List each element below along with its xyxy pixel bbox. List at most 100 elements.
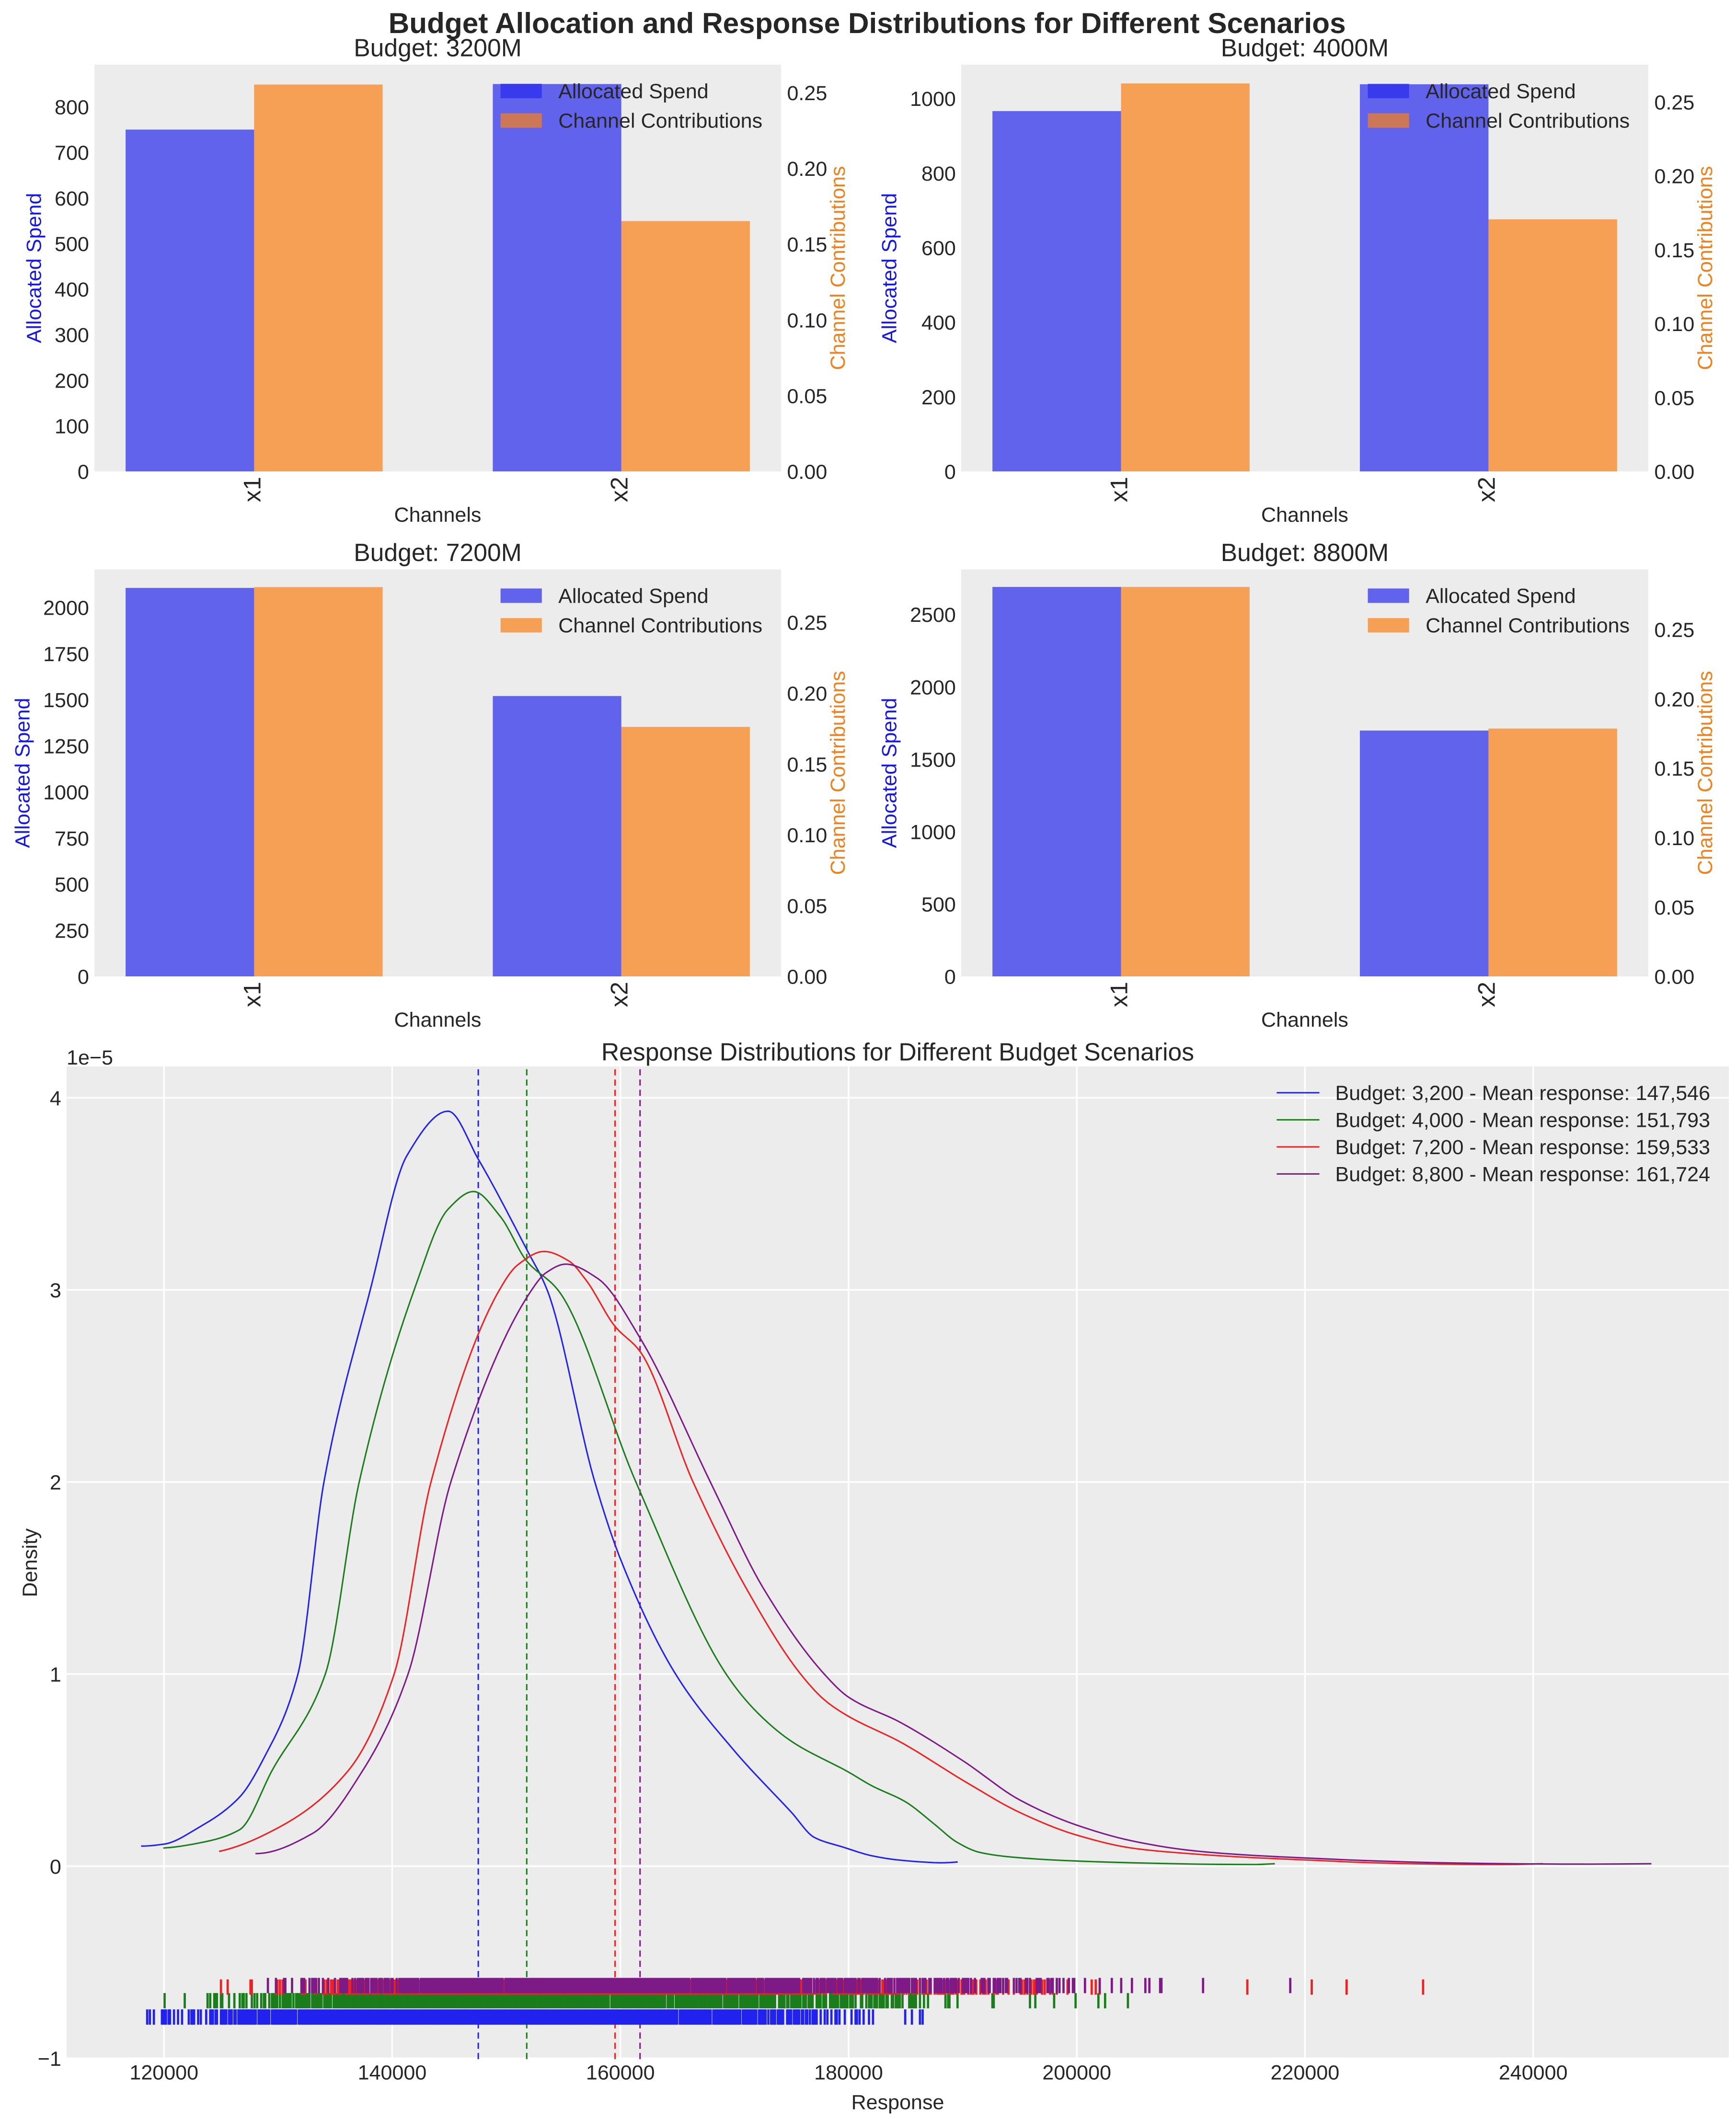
- svg-text:1000: 1000: [910, 88, 956, 111]
- svg-text:220000: 220000: [1271, 2061, 1340, 2084]
- svg-text:Budget: 8800M: Budget: 8800M: [1221, 538, 1389, 566]
- svg-text:400: 400: [921, 311, 956, 334]
- svg-text:160000: 160000: [586, 2061, 655, 2084]
- svg-text:Allocated Spend: Allocated Spend: [558, 80, 709, 103]
- svg-text:250: 250: [55, 919, 89, 942]
- svg-text:0.05: 0.05: [787, 895, 827, 918]
- svg-text:Budget: 4,000 - Mean response:: Budget: 4,000 - Mean response: 151,793: [1335, 1109, 1710, 1132]
- svg-text:0.05: 0.05: [1655, 387, 1695, 410]
- svg-text:x1: x1: [238, 477, 265, 502]
- svg-text:120000: 120000: [129, 2061, 198, 2084]
- svg-text:x2: x2: [1472, 982, 1500, 1007]
- svg-text:1: 1: [50, 1663, 61, 1686]
- svg-text:180000: 180000: [814, 2061, 883, 2084]
- svg-text:0: 0: [50, 1856, 61, 1878]
- svg-text:Channels: Channels: [394, 504, 482, 527]
- svg-text:0.15: 0.15: [1655, 757, 1695, 780]
- svg-text:0.00: 0.00: [1655, 966, 1695, 989]
- svg-text:1500: 1500: [43, 689, 89, 712]
- svg-text:1750: 1750: [43, 643, 89, 666]
- svg-text:Allocated Spend: Allocated Spend: [1426, 585, 1576, 608]
- svg-text:0.20: 0.20: [1655, 688, 1695, 711]
- svg-text:Allocated Spend: Allocated Spend: [11, 698, 34, 848]
- svg-text:Budget: 3200M: Budget: 3200M: [354, 34, 522, 62]
- svg-text:Channels: Channels: [394, 1008, 482, 1031]
- svg-text:500: 500: [55, 233, 89, 256]
- svg-text:Channel Contributions: Channel Contributions: [1694, 671, 1717, 875]
- svg-text:200: 200: [921, 386, 956, 409]
- svg-text:0.10: 0.10: [787, 309, 827, 332]
- svg-text:Allocated Spend: Allocated Spend: [878, 698, 901, 848]
- svg-text:0: 0: [78, 966, 89, 989]
- svg-text:0.20: 0.20: [787, 158, 827, 181]
- svg-text:Budget: 3,200 - Mean response:: Budget: 3,200 - Mean response: 147,546: [1335, 1082, 1710, 1105]
- svg-text:1500: 1500: [910, 748, 956, 771]
- svg-text:0.15: 0.15: [1655, 239, 1695, 262]
- svg-text:0: 0: [944, 966, 956, 989]
- svg-text:1250: 1250: [43, 735, 89, 758]
- svg-text:400: 400: [55, 278, 89, 301]
- svg-text:Channel Contributions: Channel Contributions: [558, 110, 762, 133]
- svg-text:0.25: 0.25: [1655, 91, 1695, 114]
- svg-text:x1: x1: [1105, 982, 1133, 1007]
- svg-text:1000: 1000: [910, 821, 956, 844]
- svg-text:2: 2: [50, 1471, 61, 1494]
- svg-text:−1: −1: [38, 2048, 61, 2071]
- svg-text:700: 700: [55, 142, 89, 165]
- svg-text:0: 0: [944, 461, 956, 484]
- svg-text:600: 600: [921, 237, 956, 260]
- svg-text:800: 800: [921, 162, 956, 185]
- svg-text:750: 750: [55, 827, 89, 850]
- svg-text:Allocated Spend: Allocated Spend: [1426, 80, 1576, 103]
- svg-text:0.10: 0.10: [787, 824, 827, 847]
- svg-text:Allocated Spend: Allocated Spend: [23, 193, 46, 344]
- svg-text:500: 500: [55, 873, 89, 896]
- svg-text:0.10: 0.10: [1655, 827, 1695, 850]
- svg-text:Channel Contributions: Channel Contributions: [827, 166, 850, 370]
- svg-text:0.25: 0.25: [1655, 619, 1695, 642]
- svg-text:800: 800: [55, 96, 89, 119]
- svg-text:4: 4: [50, 1087, 61, 1110]
- svg-text:Budget: 4000M: Budget: 4000M: [1221, 34, 1389, 62]
- svg-text:140000: 140000: [358, 2061, 427, 2084]
- svg-text:Channel Contributions: Channel Contributions: [1426, 110, 1630, 133]
- svg-text:100: 100: [55, 415, 89, 438]
- svg-text:0.20: 0.20: [1655, 165, 1695, 188]
- svg-text:Density: Density: [19, 1528, 42, 1597]
- svg-text:200: 200: [55, 369, 89, 392]
- svg-text:Response: Response: [851, 2091, 944, 2114]
- svg-text:1e−5: 1e−5: [67, 1046, 113, 1069]
- svg-text:0.00: 0.00: [787, 461, 827, 484]
- svg-text:0.15: 0.15: [787, 233, 827, 256]
- svg-text:x1: x1: [238, 982, 265, 1007]
- svg-text:Budget: 7,200 - Mean response:: Budget: 7,200 - Mean response: 159,533: [1335, 1136, 1710, 1159]
- svg-text:Budget Allocation and Response: Budget Allocation and Response Distribut…: [389, 7, 1346, 39]
- svg-text:x2: x2: [1472, 477, 1500, 502]
- svg-text:2500: 2500: [910, 604, 956, 627]
- svg-text:0.05: 0.05: [787, 385, 827, 408]
- svg-text:0.20: 0.20: [787, 683, 827, 706]
- svg-text:x1: x1: [1105, 477, 1133, 502]
- svg-text:0.25: 0.25: [787, 82, 827, 105]
- svg-text:2000: 2000: [910, 676, 956, 699]
- svg-text:Channel Contributions: Channel Contributions: [827, 671, 850, 875]
- svg-text:300: 300: [55, 324, 89, 347]
- svg-text:Channel Contributions: Channel Contributions: [1426, 614, 1630, 637]
- svg-text:0.15: 0.15: [787, 753, 827, 776]
- svg-text:Response Distributions for Dif: Response Distributions for Different Bud…: [601, 1038, 1194, 1065]
- svg-text:0.00: 0.00: [1655, 461, 1695, 484]
- svg-text:600: 600: [55, 187, 89, 210]
- svg-text:240000: 240000: [1499, 2061, 1568, 2084]
- svg-text:0.10: 0.10: [1655, 313, 1695, 336]
- svg-text:Allocated Spend: Allocated Spend: [878, 193, 901, 344]
- svg-text:Channels: Channels: [1261, 1008, 1348, 1031]
- svg-text:x2: x2: [606, 982, 633, 1007]
- svg-text:0.00: 0.00: [787, 966, 827, 989]
- svg-text:500: 500: [921, 893, 956, 916]
- svg-text:Channels: Channels: [1261, 504, 1348, 527]
- svg-text:Allocated Spend: Allocated Spend: [558, 585, 709, 608]
- svg-text:0.25: 0.25: [787, 612, 827, 635]
- svg-text:0.05: 0.05: [1655, 896, 1695, 919]
- svg-text:1000: 1000: [43, 781, 89, 804]
- svg-text:Budget: 7200M: Budget: 7200M: [354, 538, 522, 566]
